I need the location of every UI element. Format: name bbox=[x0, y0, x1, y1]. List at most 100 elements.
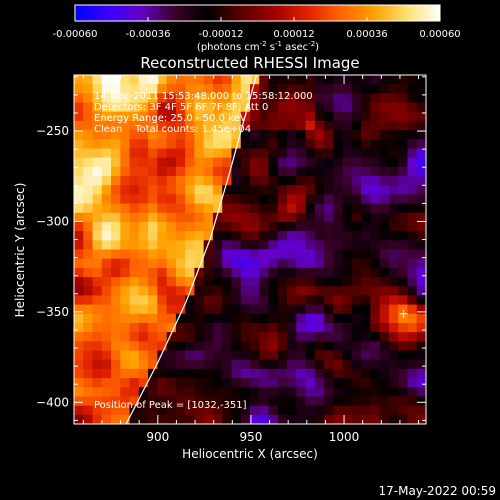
heatmap-cell bbox=[259, 258, 270, 269]
heatmap-cell bbox=[166, 176, 177, 186]
heatmap-cell bbox=[287, 378, 297, 388]
heatmap-cell bbox=[305, 176, 316, 186]
heatmap-cell bbox=[120, 157, 131, 168]
heatmap-cell bbox=[83, 414, 94, 424]
heatmap-cell bbox=[74, 166, 84, 177]
heatmap-cell bbox=[203, 249, 214, 260]
heatmap-cell bbox=[324, 359, 334, 370]
heatmap-cell bbox=[416, 387, 426, 398]
heatmap-cell bbox=[166, 368, 177, 379]
heatmap-cell bbox=[138, 267, 149, 278]
heatmap-cell bbox=[101, 75, 112, 85]
heatmap-cell bbox=[351, 405, 362, 416]
heatmap-cell bbox=[222, 341, 233, 352]
heatmap-cell bbox=[101, 414, 112, 424]
heatmap-cell bbox=[296, 148, 307, 159]
heatmap-cell bbox=[379, 286, 390, 297]
heatmap-cell bbox=[388, 194, 399, 205]
heatmap-cell bbox=[129, 231, 140, 241]
heatmap-cell bbox=[92, 249, 103, 260]
heatmap-cell bbox=[92, 396, 103, 407]
heatmap-cell bbox=[287, 75, 297, 85]
heatmap-cell bbox=[333, 194, 344, 205]
heatmap-cell bbox=[259, 378, 270, 388]
heatmap-cell bbox=[240, 130, 251, 140]
heatmap-cell bbox=[250, 148, 260, 159]
heatmap-cell bbox=[259, 240, 270, 251]
heatmap-cell bbox=[407, 286, 418, 297]
heatmap-cell bbox=[157, 332, 168, 342]
heatmap-cell bbox=[287, 139, 297, 150]
heatmap-cell bbox=[351, 194, 362, 205]
heatmap-cell bbox=[379, 176, 390, 186]
heatmap-cell bbox=[120, 249, 131, 260]
heatmap-cell bbox=[407, 212, 418, 223]
heatmap-cell bbox=[342, 258, 353, 269]
heatmap-cell bbox=[370, 185, 381, 195]
heatmap-cell bbox=[148, 304, 158, 315]
heatmap-cell bbox=[138, 194, 149, 205]
heatmap-cell bbox=[92, 185, 103, 195]
heatmap-cell bbox=[148, 378, 158, 388]
heatmap-cell bbox=[92, 414, 103, 424]
heatmap-cell bbox=[398, 221, 409, 232]
heatmap-cell bbox=[287, 231, 297, 241]
heatmap-cell bbox=[148, 359, 158, 370]
heatmap-cell bbox=[166, 341, 177, 352]
heatmap-cell bbox=[111, 93, 121, 104]
heatmap-cell bbox=[398, 304, 409, 315]
heatmap-cell bbox=[74, 332, 84, 342]
heatmap-cell bbox=[175, 194, 186, 205]
heatmap-cell bbox=[268, 286, 279, 297]
heatmap-cell bbox=[361, 341, 372, 352]
heatmap-cell bbox=[398, 414, 409, 424]
heatmap-cell bbox=[351, 240, 362, 251]
heatmap-cell bbox=[287, 102, 297, 113]
heatmap-cell bbox=[268, 359, 279, 370]
heatmap-cell bbox=[148, 212, 158, 223]
heatmap-cell bbox=[277, 322, 288, 333]
heatmap-cell bbox=[175, 295, 186, 306]
heatmap-cell bbox=[361, 304, 372, 315]
heatmap-cell bbox=[111, 258, 121, 269]
heatmap-cell bbox=[324, 322, 334, 333]
heatmap-cell bbox=[231, 166, 242, 177]
heatmap-cell bbox=[268, 322, 279, 333]
heatmap-cell bbox=[148, 130, 158, 140]
heatmap-cell bbox=[120, 221, 131, 232]
heatmap-cell bbox=[296, 166, 307, 177]
heatmap-cell bbox=[277, 166, 288, 177]
heatmap-cell bbox=[416, 313, 426, 324]
heatmap-cell bbox=[240, 93, 251, 104]
heatmap-cell bbox=[138, 139, 149, 150]
heatmap-cell bbox=[333, 322, 344, 333]
heatmap-cell bbox=[92, 405, 103, 416]
heatmap-cell bbox=[305, 203, 316, 214]
heatmap-cell bbox=[370, 405, 381, 416]
heatmap-cell bbox=[388, 322, 399, 333]
heatmap-cell bbox=[342, 176, 353, 186]
heatmap-cell bbox=[83, 313, 94, 324]
heatmap-cell bbox=[324, 249, 334, 260]
heatmap-cell bbox=[138, 166, 149, 177]
heatmap-cell bbox=[111, 120, 121, 131]
heatmap-cell bbox=[342, 84, 353, 94]
heatmap-cell bbox=[231, 387, 242, 398]
heatmap-cell bbox=[250, 396, 260, 407]
heatmap-cell bbox=[231, 286, 242, 297]
heatmap-cell bbox=[231, 350, 242, 361]
clean-counts-label: Clean Total counts: 1.45e+04 bbox=[94, 124, 251, 135]
heatmap-cell bbox=[296, 368, 307, 379]
heatmap-cell bbox=[277, 332, 288, 342]
heatmap-cell bbox=[231, 277, 242, 287]
heatmap-cell bbox=[212, 231, 223, 241]
heatmap-cell bbox=[203, 341, 214, 352]
heatmap-cell bbox=[111, 102, 121, 113]
heatmap-cell bbox=[268, 93, 279, 104]
heatmap-cell bbox=[388, 405, 399, 416]
heatmap-cell bbox=[101, 267, 112, 278]
heatmap-cell bbox=[240, 203, 251, 214]
heatmap-cell bbox=[305, 75, 316, 85]
heatmap-cell bbox=[166, 332, 177, 342]
heatmap-cell bbox=[268, 176, 279, 186]
